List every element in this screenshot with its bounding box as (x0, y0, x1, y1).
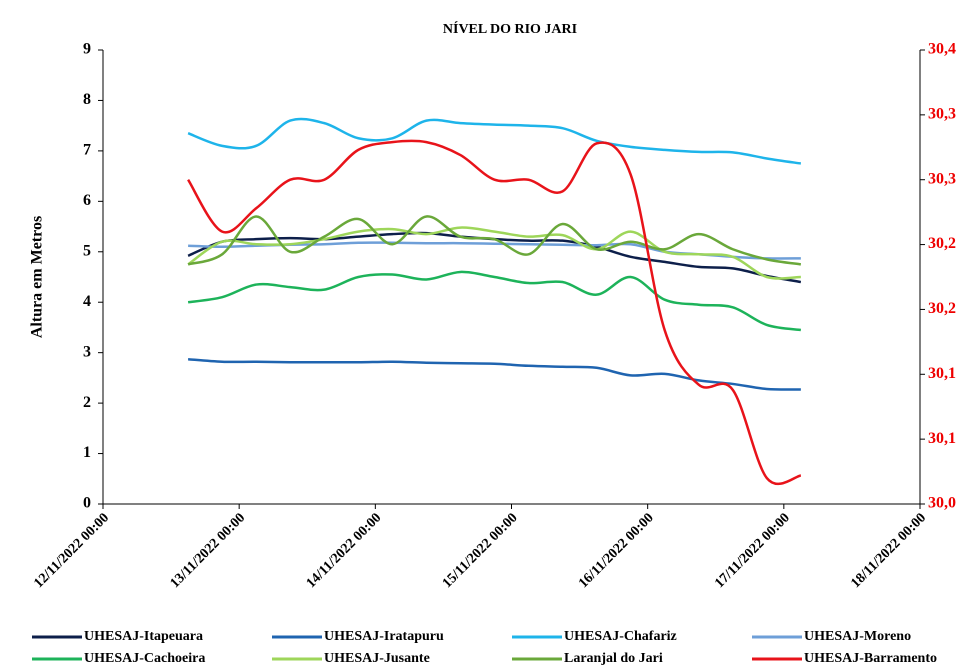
legend-label: Laranjal do Jari (564, 651, 663, 666)
legend-label: UHESAJ-Cachoeira (84, 651, 205, 666)
y2-tick-label: 30,1 (928, 430, 956, 447)
y-tick-label: 9 (83, 41, 91, 58)
series-line (187, 117, 802, 165)
y2-tick-label: 30,4 (928, 41, 956, 58)
y-axis-label: Altura em Metros (29, 216, 46, 338)
y2-tick-label: 30,2 (928, 300, 956, 317)
y2-tick-label: 30,0 (928, 495, 956, 512)
chart-title: NÍVEL DO RIO JARI (443, 20, 577, 37)
y2-tick-label: 30,2 (928, 235, 956, 252)
y-tick-label: 8 (83, 91, 91, 108)
series-line (187, 139, 802, 485)
legend-label: UHESAJ-Iratapuru (324, 629, 444, 644)
y-tick-label: 0 (83, 495, 91, 512)
legend-label: UHESAJ-Barramento (804, 651, 937, 666)
legend-label: UHESAJ-Itapeuara (84, 629, 203, 644)
legend-label: UHESAJ-Moreno (804, 629, 911, 644)
y-tick-label: 6 (83, 192, 91, 209)
series-line (188, 357, 801, 391)
y-tick-label: 7 (83, 142, 91, 159)
y-tick-label: 5 (83, 242, 91, 259)
series-line (187, 226, 801, 280)
y-tick-label: 3 (83, 343, 91, 360)
y-tick-label: 1 (83, 444, 91, 461)
series-line (187, 270, 802, 332)
y2-tick-label: 30,1 (928, 365, 956, 382)
y2-tick-label: 30,3 (928, 106, 956, 123)
y2-tick-label: 30,3 (928, 170, 956, 187)
y-tick-label: 4 (83, 293, 91, 310)
legend-label: UHESAJ-Jusante (324, 651, 430, 666)
y-tick-label: 2 (83, 394, 91, 411)
legend-label: UHESAJ-Chafariz (564, 629, 677, 644)
series-line (187, 215, 802, 266)
